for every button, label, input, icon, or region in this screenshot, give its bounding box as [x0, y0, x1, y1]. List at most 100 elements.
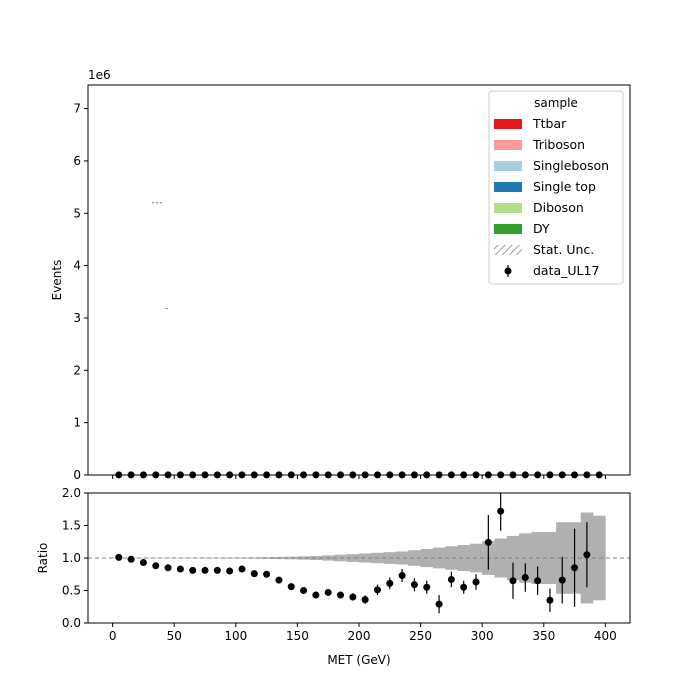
ratio-x-tick-label: 250	[409, 629, 432, 643]
main-x-ticks	[112, 475, 606, 479]
ratio-band-bin	[297, 556, 311, 560]
ratio-data-point	[571, 564, 579, 572]
ratio-x-tick-label: 0	[109, 629, 117, 643]
ratio-data-point	[435, 600, 443, 608]
legend-label: data_UL17	[533, 263, 599, 278]
ratio-band-bin	[506, 535, 520, 581]
main-data-point	[115, 471, 123, 479]
ratio-data-point	[275, 576, 283, 584]
ratio-data-point	[324, 588, 332, 596]
offset-text: 1e6	[88, 68, 111, 82]
main-y-ticks: 0 1 2 3 4 5 6 7	[73, 102, 88, 482]
ratio-x-tick-label: 300	[471, 629, 494, 643]
ratio-x-tick-label: 350	[532, 629, 555, 643]
ratio-band-bin	[359, 553, 372, 563]
main-data-point	[410, 471, 418, 479]
ratio-data-point	[583, 551, 591, 559]
ratio-data-point	[139, 559, 147, 567]
main-y-tick-label: 0	[73, 468, 81, 482]
main-y-tick-label: 1	[73, 416, 81, 430]
ratio-data-point	[300, 587, 308, 594]
ratio-data-point	[509, 577, 517, 585]
ratio-data-point	[176, 565, 184, 573]
ratio-x-tick-label: 200	[348, 629, 371, 643]
main-data-point	[595, 471, 603, 479]
ratio-data-point	[337, 591, 345, 599]
ratio-data-point	[189, 566, 197, 574]
legend-entries: Ttbar Triboson Singleboson Single top Diboso…	[494, 116, 609, 278]
legend-swatch	[494, 182, 522, 192]
ratio-data-point	[152, 562, 160, 570]
legend-title: sample	[534, 96, 578, 110]
main-data-point	[189, 471, 197, 479]
main-y-tick-label: 5	[73, 206, 81, 220]
ratio-band-bin	[186, 557, 200, 559]
ratio-data-points	[115, 493, 591, 614]
legend-swatch	[494, 119, 522, 129]
legend-swatch	[494, 161, 522, 171]
ratio-band-bin	[457, 545, 471, 571]
main-artifacts	[152, 202, 170, 310]
main-data-point	[546, 471, 554, 479]
ratio-data-point	[386, 579, 394, 587]
ratio-data-point	[115, 553, 123, 561]
main-data-point	[484, 471, 492, 479]
main-data-point	[509, 471, 517, 479]
legend-frame	[488, 90, 624, 285]
ratio-y-tick-label: 0.5	[62, 584, 81, 598]
main-y-tick-label: 3	[73, 311, 81, 325]
legend-marker	[504, 267, 512, 275]
ratio-data-point	[349, 593, 357, 601]
main-data-point	[373, 471, 381, 479]
ratio-panel: 0.0 0.5 1.0 1.5 2.0 0 50 100 150 200 250 300 350 400…	[36, 486, 631, 667]
main-data-point	[213, 471, 221, 479]
ratio-data-point	[373, 586, 381, 594]
ratio-data-point	[164, 564, 172, 572]
main-data-point	[435, 471, 443, 479]
ratio-data-point	[534, 577, 542, 585]
legend-label: Stat. Unc.	[533, 242, 594, 257]
main-data-point	[460, 471, 468, 479]
legend-swatch	[494, 224, 522, 234]
main-data-point	[238, 471, 246, 479]
main-y-tick-label: 6	[73, 154, 81, 168]
main-data-point	[152, 471, 160, 479]
ratio-x-tick-label: 50	[167, 629, 182, 643]
main-y-axis-label: Events	[50, 260, 64, 301]
legend-label: DY	[533, 221, 550, 236]
legend-swatch	[494, 140, 522, 150]
ratio-data-point	[226, 567, 234, 575]
legend-label: Singleboson	[533, 158, 609, 173]
ratio-x-tick-label: 400	[594, 629, 617, 643]
ratio-data-point	[558, 576, 566, 584]
ratio-data-point	[287, 583, 295, 591]
legend-label: Diboson	[533, 200, 584, 215]
ratio-y-tick-label: 1.0	[62, 551, 81, 565]
main-data-point	[201, 471, 209, 479]
main-data-point	[521, 471, 529, 479]
main-data-point	[164, 471, 172, 479]
main-data-point	[226, 471, 234, 479]
ratio-band-bin	[248, 557, 261, 559]
main-y-tick-label: 4	[73, 259, 81, 273]
ratio-data-point	[201, 566, 209, 574]
ratio-y-axis-label: Ratio	[36, 543, 50, 574]
main-y-tick-label: 7	[73, 102, 81, 116]
main-data-point	[558, 471, 566, 479]
ratio-data-point	[472, 578, 480, 586]
ratio-data-point	[312, 591, 320, 599]
ratio-band-bin	[198, 557, 212, 559]
ratio-data-point	[238, 565, 246, 573]
ratio-band-bin	[346, 554, 360, 562]
main-data-point	[337, 471, 345, 479]
main-data-point	[263, 471, 271, 479]
main-data-point	[127, 471, 135, 479]
legend-label: Triboson	[532, 137, 585, 152]
ratio-data-point	[521, 574, 529, 581]
ratio-data-point	[484, 538, 492, 546]
ratio-data-point	[398, 572, 406, 580]
legend-swatch	[494, 203, 522, 213]
ratio-band-bin	[309, 556, 323, 560]
main-data-point	[300, 471, 308, 479]
